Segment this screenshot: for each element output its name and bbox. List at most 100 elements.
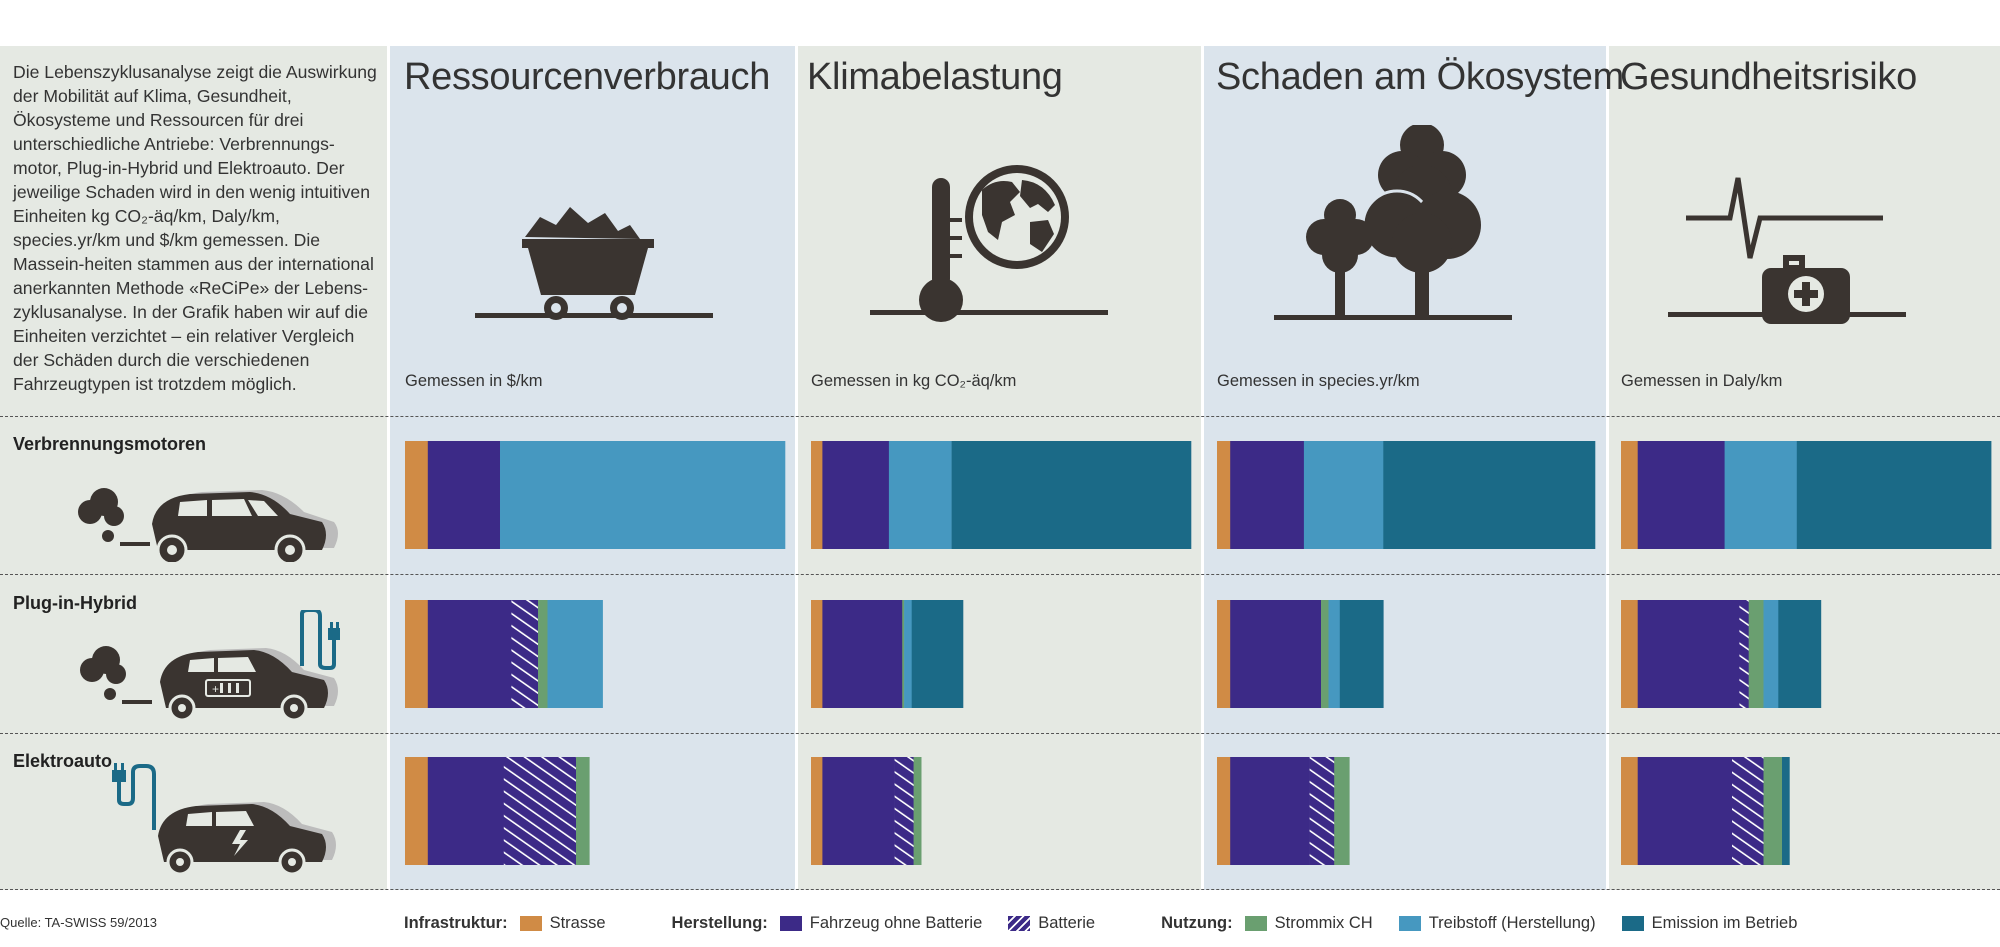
legend-group-nutzung: Nutzung: Strommix CH Treibstoff (Herstel…: [1161, 914, 1823, 933]
bar-segment-treibstoff: [1328, 600, 1341, 708]
legend-label: Strommix CH: [1274, 913, 1373, 932]
bar-segment-strommix: [1334, 757, 1350, 865]
bar-segment-batterie: [1309, 757, 1335, 865]
column-title-klima: Klimabelastung: [807, 56, 1063, 98]
bar-segment-strasse: [811, 441, 823, 549]
mine-cart-icon: [475, 207, 713, 320]
bar-segment-strasse: [405, 757, 429, 865]
bar-segment-emission: [1383, 441, 1596, 549]
bar-segment-treibstoff: [1763, 600, 1779, 708]
bar-segment-treibstoff: [888, 441, 952, 549]
unit-label-klima: Gemessen in kg CO₂-äq/km: [811, 372, 1017, 390]
legend-label: Emission im Betrieb: [1651, 913, 1798, 932]
bar-segment-strasse: [405, 441, 429, 549]
legend-group-title: Infrastruktur:: [404, 913, 508, 932]
row-divider: [0, 889, 2000, 890]
bar-segment-batterie: [511, 600, 539, 708]
legend-swatch-treibstoff: [1398, 915, 1421, 931]
bar-segment-strasse: [811, 757, 823, 865]
bar-segment-treibstoff: [500, 441, 786, 549]
legend-swatch-strasse: [519, 915, 542, 931]
trees-icon: [1274, 125, 1512, 320]
unit-label-ressourcen: Gemessen in $/km: [405, 372, 543, 390]
legend-item-strasse: Strasse: [519, 913, 606, 933]
column-divider: [387, 46, 390, 890]
column-title-oekosystem: Schaden am Ökosystem: [1216, 56, 1624, 98]
column-divider: [1201, 46, 1204, 890]
column-title-ressourcen: Ressourcenverbrauch: [404, 56, 771, 98]
bar-segment-strommix: [913, 757, 922, 865]
row-divider: [0, 574, 2000, 575]
legend-label: Batterie: [1038, 913, 1096, 932]
bar-segment-strasse: [1217, 757, 1231, 865]
intro-text: Die Lebenszyklusanalyse zeigt die Auswir…: [13, 62, 377, 394]
bar-segment-strasse: [1621, 757, 1638, 865]
bar-segment-fahrzeug: [427, 600, 512, 708]
bar-segment-emission: [1782, 757, 1790, 865]
legend-item-strommix: Strommix CH: [1244, 913, 1373, 933]
bar-segment-treibstoff: [1303, 441, 1384, 549]
bar-segment-fahrzeug: [822, 600, 903, 708]
bar-segment-strommix: [1321, 600, 1329, 708]
bar-segment-batterie: [1739, 600, 1749, 708]
svg-text:+: +: [212, 682, 219, 696]
column-divider: [795, 46, 798, 890]
bar-segment-strommix: [902, 600, 905, 708]
bar-segment-strasse: [1217, 600, 1231, 708]
source-note: Quelle: TA-SWISS 59/2013: [0, 915, 158, 930]
hybrid-car-icon: +: [80, 610, 340, 720]
unit-label-oekosystem: Gemessen in species.yr/km: [1217, 372, 1420, 390]
legend-swatch-emission: [1621, 915, 1644, 931]
row-divider: [0, 733, 2000, 734]
bar-segment-fahrzeug: [427, 757, 505, 865]
legend-label: Treibstoff (Herstellung): [1428, 913, 1596, 932]
intro-column: [0, 46, 388, 890]
bar-segment-fahrzeug: [1230, 441, 1305, 549]
bar-segment-emission: [1796, 441, 1992, 549]
legend: Infrastruktur: Strasse Herstellung: Fahr…: [404, 911, 1863, 935]
legend-item-batterie: Batterie: [1008, 914, 1095, 933]
legend-item-emission: Emission im Betrieb: [1621, 913, 1798, 933]
bar-segment-emission: [1339, 600, 1384, 708]
bar-segment-emission: [1778, 600, 1822, 708]
bar-segment-emission: [951, 441, 1192, 549]
bar-segment-fahrzeug: [427, 441, 501, 549]
row-label-elektroauto: Elektroauto: [13, 751, 113, 771]
bar-segment-strasse: [1621, 441, 1638, 549]
legend-group-infrastruktur: Infrastruktur: Strasse: [404, 914, 632, 933]
bar-segment-strommix: [538, 600, 548, 708]
bar-segment-fahrzeug: [822, 441, 890, 549]
bar-segment-strasse: [405, 600, 429, 708]
bar-segment-fahrzeug: [1230, 757, 1310, 865]
bar-segment-strasse: [811, 600, 823, 708]
bar-segment-strommix: [1763, 757, 1783, 865]
bar-segment-fahrzeug: [822, 757, 895, 865]
electric-car-icon: [112, 763, 336, 876]
row-label-verbrennungsmotoren: Verbrennungsmotoren: [13, 434, 207, 454]
bar-segment-fahrzeug: [1637, 757, 1733, 865]
legend-label: Strasse: [549, 913, 606, 932]
legend-swatch-strommix: [1244, 915, 1267, 931]
combustion-car-icon: [78, 488, 338, 562]
legend-group-title: Herstellung:: [671, 913, 768, 932]
bar-segment-treibstoff: [1724, 441, 1798, 549]
unit-label-gesundheit: Gemessen in Daly/km: [1621, 372, 1783, 390]
row-label-plug-in-hybrid: Plug-in-Hybrid: [13, 593, 137, 613]
legend-swatch-fahrzeug: [779, 915, 802, 931]
legend-swatch-batterie: [1008, 915, 1031, 931]
first-aid-kit-icon: [1668, 177, 1906, 324]
bar-segment-strommix: [1748, 600, 1764, 708]
column-title-gesundheit: Gesundheitsrisiko: [1620, 56, 1917, 98]
legend-item-treibstoff: Treibstoff (Herstellung): [1398, 913, 1596, 933]
bar-segment-fahrzeug: [1637, 600, 1740, 708]
thermometer-globe-icon: [870, 165, 1108, 322]
legend-label: Fahrzeug ohne Batterie: [809, 913, 983, 932]
bar-segment-batterie: [1732, 757, 1764, 865]
row-divider: [0, 416, 2000, 417]
legend-item-fahrzeug: Fahrzeug ohne Batterie: [779, 913, 983, 933]
bar-segment-fahrzeug: [1637, 441, 1725, 549]
bar-segment-treibstoff: [904, 600, 912, 708]
legend-group-herstellung: Herstellung: Fahrzeug ohne Batterie Batt…: [672, 914, 1122, 933]
column-divider: [1606, 46, 1609, 890]
